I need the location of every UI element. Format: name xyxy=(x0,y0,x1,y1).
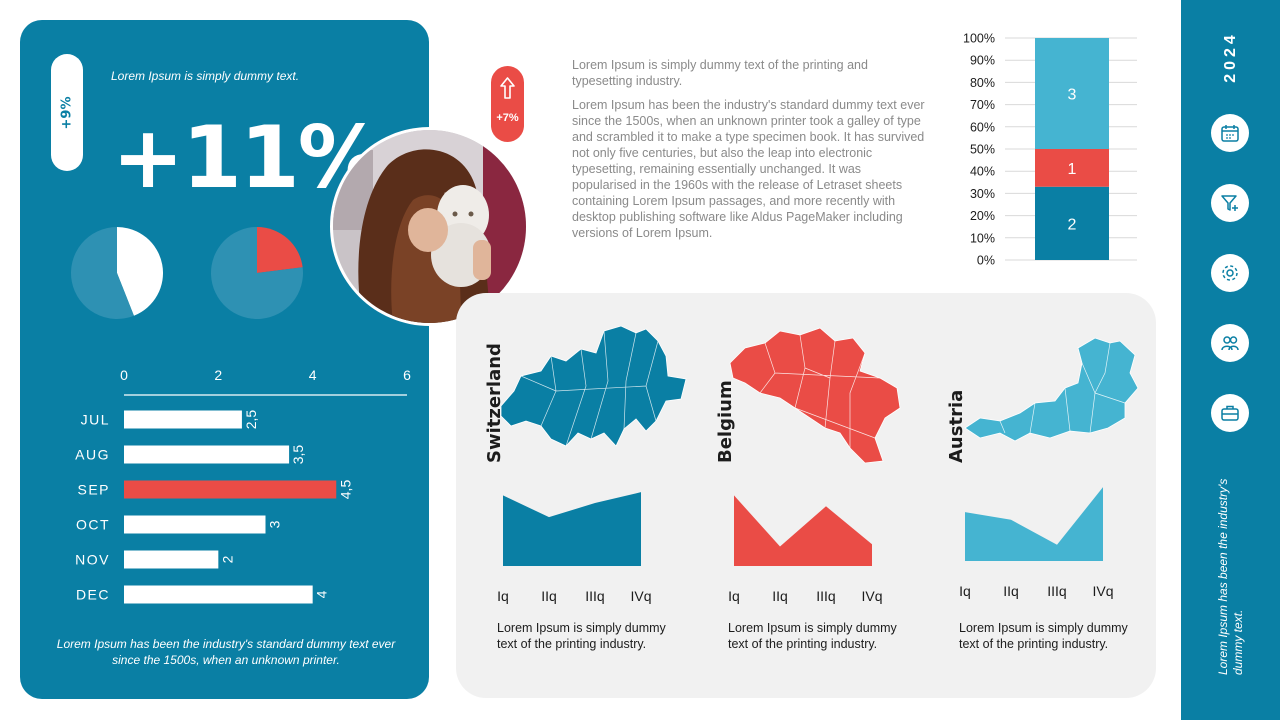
category-label: OCT xyxy=(76,517,110,533)
bar-value-label: 2,5 xyxy=(243,410,259,430)
quarter-label: IIIq xyxy=(816,588,836,604)
country-desc-austria: Lorem Ipsum is simply dummy text of the … xyxy=(959,621,1128,651)
area-chart-switzerland xyxy=(503,492,641,566)
calendar-icon[interactable] xyxy=(1211,114,1249,152)
left-footer-text: Lorem Ipsum has been the industry's stan… xyxy=(56,637,396,667)
arrow-up-icon xyxy=(500,77,515,99)
austria-map xyxy=(964,337,1139,442)
country-desc-belgium: Lorem Ipsum is simply dummy text of the … xyxy=(728,621,897,651)
x-tick-label: 2 xyxy=(214,367,222,383)
bar-value-label: 4 xyxy=(314,590,330,598)
y-tick-label: 60% xyxy=(970,120,995,134)
quarter-label: IIq xyxy=(541,588,557,604)
y-tick-label: 70% xyxy=(970,98,995,112)
y-tick-label: 40% xyxy=(970,165,995,179)
growth-badge-value: +7% xyxy=(496,112,519,124)
quarter-label: IIq xyxy=(1003,583,1019,599)
area-series xyxy=(734,495,872,566)
y-tick-label: 20% xyxy=(970,209,995,223)
stack-segment xyxy=(1035,186,1109,260)
category-label: DEC xyxy=(76,587,110,603)
stack-segment xyxy=(1035,149,1109,187)
right-sidebar: 2024 Lorem Ipsum has been the industry's… xyxy=(1181,0,1280,720)
quarter-label: Iq xyxy=(728,588,740,604)
quarter-label: IIIq xyxy=(585,588,605,604)
bar xyxy=(124,445,290,464)
sidebar-note: Lorem Ipsum has been the industry's dumm… xyxy=(1216,478,1245,675)
category-label: AUG xyxy=(75,447,110,463)
intro-text: Lorem Ipsum is simply dummy text of the … xyxy=(572,57,928,241)
pie-chart-1 xyxy=(71,227,163,319)
quarter-label: IVq xyxy=(630,588,652,604)
bar-value-label: 2 xyxy=(219,555,235,563)
bar-value-label: 3,5 xyxy=(290,445,306,465)
percent-badge: +9% xyxy=(51,54,83,171)
category-label: SEP xyxy=(77,482,110,498)
year-label: 2024 xyxy=(1222,31,1239,83)
monthly-bar-chart: 0 2 4 6 JUL 2,5 AUG 3,5 SEP 4,5 OCT 3 NOV 2 DEC 4 xyxy=(75,367,411,604)
percent-badge-label: +9% xyxy=(59,96,75,129)
users-icon[interactable] xyxy=(1211,324,1249,362)
area-chart-belgium xyxy=(734,495,872,566)
bar xyxy=(124,585,313,604)
bar xyxy=(124,480,337,499)
growth-badge: +7% xyxy=(491,66,524,142)
stack-segment xyxy=(1035,38,1109,149)
country-austria: Austria Lorem Ipsum is simply dummy text… xyxy=(918,293,1148,693)
pie-slice xyxy=(211,227,303,319)
y-tick-label: 100% xyxy=(963,32,995,46)
bar xyxy=(124,410,242,429)
quarter-label: IVq xyxy=(1092,583,1114,599)
regions-card: Switzerland Lorem Ipsum is simply dummy … xyxy=(456,293,1156,698)
area-chart-austria xyxy=(965,487,1103,561)
pie-chart-2 xyxy=(211,227,303,319)
stack-segment-label: 2 xyxy=(1068,216,1077,233)
pie-slice xyxy=(257,227,303,273)
category-label: NOV xyxy=(75,552,110,568)
country-desc-switzerland: Lorem Ipsum is simply dummy text of the … xyxy=(497,621,666,651)
quarter-label: Iq xyxy=(497,588,509,604)
filter-add-icon[interactable] xyxy=(1211,184,1249,222)
pie-slice xyxy=(117,227,163,316)
bar xyxy=(124,550,219,569)
stack-segment-label: 1 xyxy=(1068,161,1077,178)
pie-slice xyxy=(71,227,134,319)
bar xyxy=(124,515,266,534)
area-series xyxy=(503,492,641,566)
stack-segment-label: 3 xyxy=(1068,87,1077,104)
area-series xyxy=(965,487,1103,561)
y-tick-label: 30% xyxy=(970,187,995,201)
quarter-label: Iq xyxy=(959,583,971,599)
category-label: JUL xyxy=(81,412,110,428)
intro-paragraph-2: Lorem Ipsum has been the industry's stan… xyxy=(572,98,925,240)
belgium-map xyxy=(729,327,901,464)
quarter-label: IIq xyxy=(772,588,788,604)
woman-with-cat-photo xyxy=(330,127,529,326)
left-panel: +9% Lorem Ipsum is simply dummy text. +1… xyxy=(20,20,429,699)
briefcase-icon[interactable] xyxy=(1211,394,1249,432)
gear-icon[interactable] xyxy=(1211,254,1249,292)
country-switzerland: Switzerland Lorem Ipsum is simply dummy … xyxy=(456,293,687,693)
bar-value-label: 4,5 xyxy=(337,480,353,500)
intro-paragraph-1: Lorem Ipsum is simply dummy text of the … xyxy=(572,58,868,88)
x-tick-label: 6 xyxy=(403,367,411,383)
y-tick-label: 0% xyxy=(977,254,995,268)
stacked-percent-chart: 0% 10% 20% 30% 40% 50% 60% 70% 80% 90% 100% 2 1 3 xyxy=(963,32,1137,268)
x-tick-label: 0 xyxy=(120,367,128,383)
y-tick-label: 10% xyxy=(970,231,995,245)
bar-value-label: 3 xyxy=(267,520,283,528)
y-tick-label: 90% xyxy=(970,54,995,68)
quarter-label: IIIq xyxy=(1047,583,1067,599)
switzerland-map xyxy=(500,325,687,447)
x-tick-label: 4 xyxy=(309,367,317,383)
y-tick-label: 80% xyxy=(970,76,995,90)
left-tagline: Lorem Ipsum is simply dummy text. xyxy=(111,69,300,83)
quarter-label: IVq xyxy=(861,588,883,604)
y-tick-label: 50% xyxy=(970,143,995,157)
country-belgium: Belgium Lorem Ipsum is simply dummy text… xyxy=(687,293,917,693)
